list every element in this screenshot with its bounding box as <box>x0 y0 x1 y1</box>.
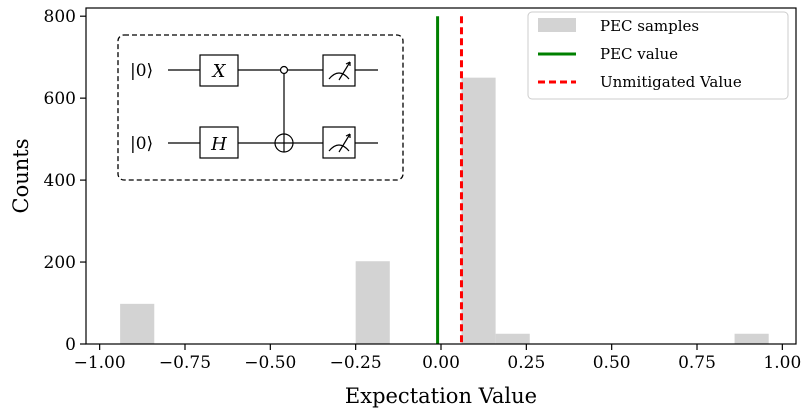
x-tick-label: −1.00 <box>74 353 126 373</box>
x-gate-box <box>199 54 239 87</box>
inset-border <box>117 34 404 181</box>
x-tick-label: 0.25 <box>507 353 545 373</box>
h-gate-box <box>199 126 239 159</box>
x-tick-label: 0.50 <box>593 353 631 373</box>
x-tick-label: 0.75 <box>678 353 716 373</box>
y-tick-label: 400 <box>44 171 76 191</box>
x-tick-label: −0.50 <box>244 353 296 373</box>
x-axis-label: Expectation Value <box>345 384 537 408</box>
cnot-control <box>279 65 289 75</box>
vertical-lines <box>436 16 463 344</box>
histogram-bars <box>120 77 769 344</box>
legend-swatch-pec-samples <box>538 18 576 32</box>
legend-box <box>527 11 789 100</box>
y-tick-label: 200 <box>44 253 76 273</box>
qubit-label-0: |0⟩ <box>130 61 153 81</box>
y-tick-label: 800 <box>44 7 76 27</box>
measure-icon <box>322 54 356 87</box>
legend: PEC samples PEC value Unmitigated Value <box>527 11 789 100</box>
y-tick-label: 0 <box>65 335 76 355</box>
x-gate-label: X <box>211 61 227 82</box>
legend-label-pec-value: PEC value <box>600 45 678 63</box>
y-tick-label: 600 <box>44 89 76 109</box>
qubit-label-1: |0⟩ <box>130 134 153 154</box>
histogram-bar-3 <box>495 333 530 344</box>
legend-label-pec-samples: PEC samples <box>600 17 699 35</box>
histogram-bar-0 <box>120 303 155 344</box>
histogram-bar-1 <box>355 261 390 344</box>
x-tick-label: 0.00 <box>422 353 460 373</box>
histogram-bar-2 <box>461 77 496 344</box>
h-gate-label: H <box>210 134 227 155</box>
circuit-inset: |0⟩ |0⟩ X H <box>117 34 404 181</box>
x-axis-ticks: −1.00 −0.75 −0.50 −0.25 0.00 0.25 0.50 0.75 1.00 <box>74 344 801 373</box>
x-tick-label: −0.25 <box>330 353 382 373</box>
x-tick-label: 1.00 <box>763 353 801 373</box>
y-axis-ticks: 0 200 400 600 800 <box>44 7 86 355</box>
histogram-bar-4 <box>734 333 769 344</box>
x-tick-label: −0.75 <box>159 353 211 373</box>
legend-label-unmitigated-value: Unmitigated Value <box>600 73 742 91</box>
y-axis-label: Counts <box>9 139 33 214</box>
measure-icon <box>322 126 356 159</box>
